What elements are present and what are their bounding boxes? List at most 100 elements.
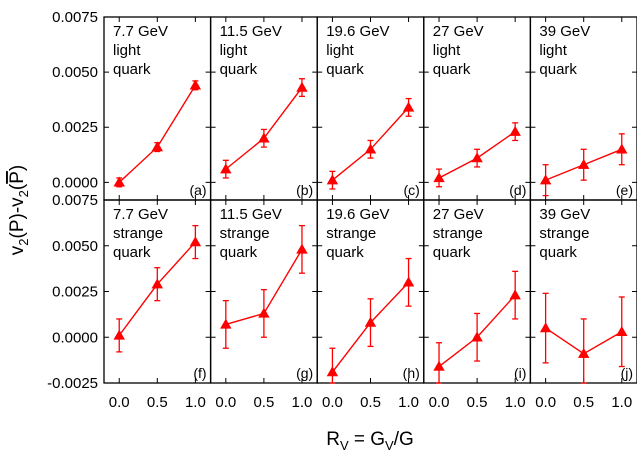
data-point-marker bbox=[364, 143, 377, 154]
x-tick-label: 1.0 bbox=[398, 394, 419, 411]
y-tick-label: 0.0075 bbox=[52, 9, 98, 26]
x-tick-label: 0.5 bbox=[253, 394, 274, 411]
panels-layer: 7.7 GeV light quark (a) 11.5 GeV light quark (b… bbox=[103, 16, 637, 384]
panel-species-label: light bbox=[433, 42, 461, 59]
panel-tag-label: (d) bbox=[509, 182, 526, 198]
panel-tag-label: (i) bbox=[514, 365, 526, 381]
x-tick-label: 0.0 bbox=[535, 394, 556, 411]
data-point-marker bbox=[296, 243, 308, 254]
data-point-marker bbox=[616, 143, 628, 154]
x-tick-label: 1.0 bbox=[611, 394, 632, 411]
panel-energy-label: 7.7 GeV bbox=[113, 23, 168, 40]
panel-quark-label: quark bbox=[113, 244, 151, 261]
panel-tag-label: (a) bbox=[189, 182, 206, 198]
x-tick-label: 0.5 bbox=[147, 394, 168, 411]
x-tick-label: 1.0 bbox=[505, 394, 526, 411]
x-tick-label: 0.0 bbox=[429, 394, 450, 411]
series-line bbox=[118, 84, 196, 183]
data-point-marker bbox=[189, 79, 202, 90]
panel-tag-label: (e) bbox=[616, 182, 633, 198]
data-point-marker bbox=[220, 163, 232, 174]
y-axis-title: v2(P)-v2(P) bbox=[7, 165, 31, 255]
data-point-marker bbox=[577, 347, 590, 358]
panel-species-label: light bbox=[113, 42, 141, 59]
data-point-marker bbox=[471, 331, 483, 342]
y-tick-label: 0.0025 bbox=[52, 119, 98, 136]
x-tick-label: 0.0 bbox=[109, 394, 130, 411]
y-tick-label: 0.0000 bbox=[52, 329, 98, 346]
panel-i: 27 GeV strange quark (i) bbox=[423, 199, 532, 384]
panel-d: 27 GeV light quark (d) bbox=[423, 16, 532, 201]
x-tick-label: 0.0 bbox=[215, 394, 236, 411]
panel-species-label: strange bbox=[113, 225, 163, 242]
panel-tag-label: (g) bbox=[296, 365, 313, 381]
data-point-marker bbox=[113, 329, 125, 340]
x-axis-title: RV = GV/G bbox=[326, 429, 414, 453]
data-point-marker bbox=[326, 174, 339, 185]
y-tick-label: -0.0025 bbox=[47, 375, 98, 392]
data-point-marker bbox=[296, 81, 308, 92]
panel-tag-label: (b) bbox=[296, 182, 313, 198]
panel-e: 39 GeV light quark (e) bbox=[529, 16, 637, 201]
data-point-marker bbox=[364, 316, 377, 327]
panel-species-label: light bbox=[220, 42, 248, 59]
panel-a: 7.7 GeV light quark (a) bbox=[103, 16, 212, 201]
data-point-marker bbox=[539, 322, 552, 333]
data-point-marker bbox=[509, 125, 521, 136]
data-point-marker bbox=[433, 360, 445, 371]
panel-species-label: light bbox=[326, 42, 354, 59]
panel-species-label: light bbox=[539, 42, 567, 59]
panel-species-label: strange bbox=[433, 225, 483, 242]
panel-c: 19.6 GeV light quark (c) bbox=[316, 16, 425, 201]
data-point-marker bbox=[471, 152, 483, 163]
panel-quark-label: quark bbox=[220, 61, 258, 78]
data-point-marker bbox=[539, 174, 552, 185]
panel-f: 7.7 GeV strange quark (f) bbox=[103, 199, 212, 384]
panel-quark-label: quark bbox=[433, 61, 471, 78]
panel-b: 11.5 GeV light quark (b) bbox=[209, 16, 318, 201]
panel-quark-label: quark bbox=[433, 244, 471, 261]
x-tick-label: 0.5 bbox=[573, 394, 594, 411]
data-point-marker bbox=[113, 176, 125, 187]
panel-energy-label: 19.6 GeV bbox=[326, 23, 389, 40]
panel-quark-label: quark bbox=[326, 244, 364, 261]
panel-energy-label: 11.5 GeV bbox=[220, 23, 282, 40]
panel-species-label: strange bbox=[326, 225, 376, 242]
panel-energy-label: 39 GeV bbox=[539, 206, 590, 223]
y-tick-label: 0.0075 bbox=[52, 192, 98, 209]
x-tick-label: 0.5 bbox=[360, 394, 381, 411]
panel-tag-label: (j) bbox=[621, 365, 633, 381]
panel-tag-label: (f) bbox=[193, 365, 206, 381]
data-point-marker bbox=[189, 236, 202, 247]
panel-quark-label: quark bbox=[539, 244, 577, 261]
panel-energy-label: 7.7 GeV bbox=[113, 206, 168, 223]
panel-quark-label: quark bbox=[220, 244, 258, 261]
data-point-marker bbox=[402, 101, 415, 112]
panel-energy-label: 19.6 GeV bbox=[326, 206, 389, 223]
panel-energy-label: 11.5 GeV bbox=[220, 206, 282, 223]
panel-energy-label: 39 GeV bbox=[539, 23, 590, 40]
x-tick-label: 0.0 bbox=[322, 394, 343, 411]
x-tick-label: 0.5 bbox=[467, 394, 488, 411]
series-line bbox=[225, 87, 303, 170]
data-point-marker bbox=[577, 158, 590, 169]
axes-layer: 0.00000.00250.00500.0075-0.00250.00000.0… bbox=[47, 9, 632, 411]
data-point-marker bbox=[326, 366, 339, 377]
panel-quark-label: quark bbox=[539, 61, 577, 78]
panel-quark-label: quark bbox=[113, 61, 151, 78]
data-point-marker bbox=[402, 276, 415, 287]
panel-h: 19.6 GeV strange quark (h) bbox=[316, 199, 425, 384]
panel-quark-label: quark bbox=[326, 61, 364, 78]
y-tick-label: 0.0050 bbox=[52, 238, 98, 255]
panel-energy-label: 27 GeV bbox=[433, 23, 484, 40]
panel-species-label: strange bbox=[539, 225, 589, 242]
x-tick-label: 1.0 bbox=[292, 394, 313, 411]
data-point-marker bbox=[616, 325, 628, 336]
panel-g: 11.5 GeV strange quark (g) bbox=[209, 199, 318, 384]
panel-tag-label: (h) bbox=[403, 365, 420, 381]
data-point-marker bbox=[433, 172, 445, 183]
data-point-marker bbox=[258, 132, 270, 143]
data-point-marker bbox=[258, 307, 270, 318]
panel-energy-label: 27 GeV bbox=[433, 206, 484, 223]
y-tick-label: 0.0025 bbox=[52, 284, 98, 301]
